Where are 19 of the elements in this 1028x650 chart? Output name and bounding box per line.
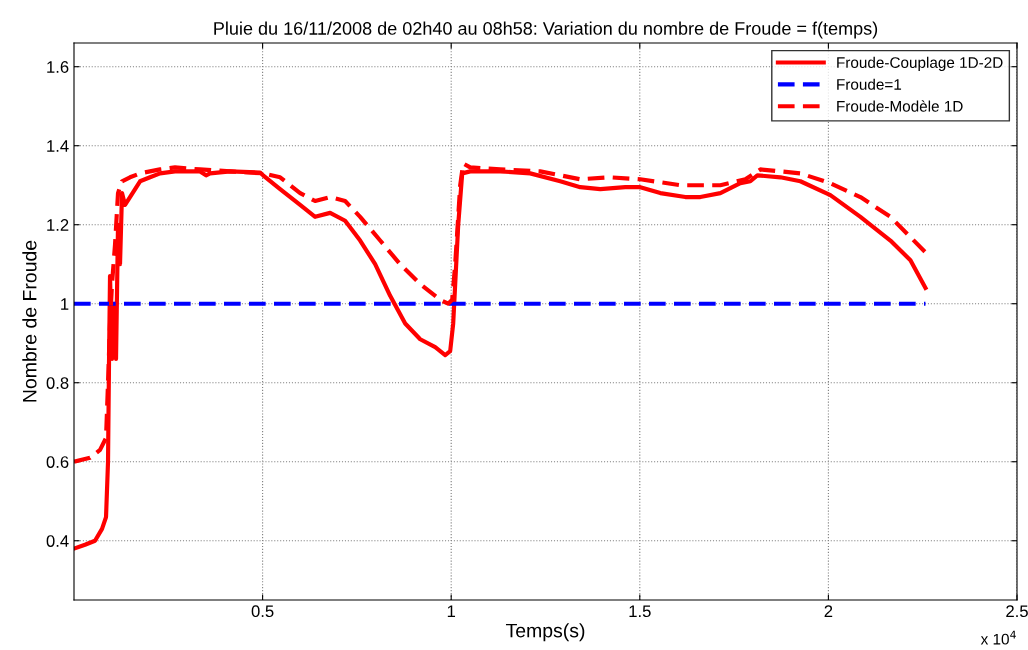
y-tick-label: 0.4 [46,535,69,547]
y-tick-label: 1.6 [47,61,69,73]
x-tick-label: 2 [824,605,833,617]
y-tick-label: 1.4 [47,140,69,152]
x-tick-label: 1 [447,605,456,617]
legend-label: Froude-Couplage 1D-2D [837,56,1003,71]
y-tick-label: 0.8 [46,377,69,389]
chart-title: Pluie du 16/11/2008 de 02h40 au 08h58: Variation du nombre de Froude = f(temps) [214,21,878,39]
x-tick-label: 0.5 [251,605,274,618]
x-tick-label: 1.5 [629,605,651,618]
y-tick-label: 1.2 [47,219,69,231]
legend-label: Froude-Modèle 1D [837,100,963,112]
x-axis-title: Temps(s) [505,623,585,642]
text: x 10$^{4}$ [980,630,1016,645]
y-axis-title: Nombre de Froude [22,240,37,402]
y-tick-label: 0.6 [46,456,69,468]
y-tick-label: 1 [61,298,69,310]
x-tick-label: 2.5 [1006,605,1028,618]
legend-label: Froude=1 [837,78,902,90]
